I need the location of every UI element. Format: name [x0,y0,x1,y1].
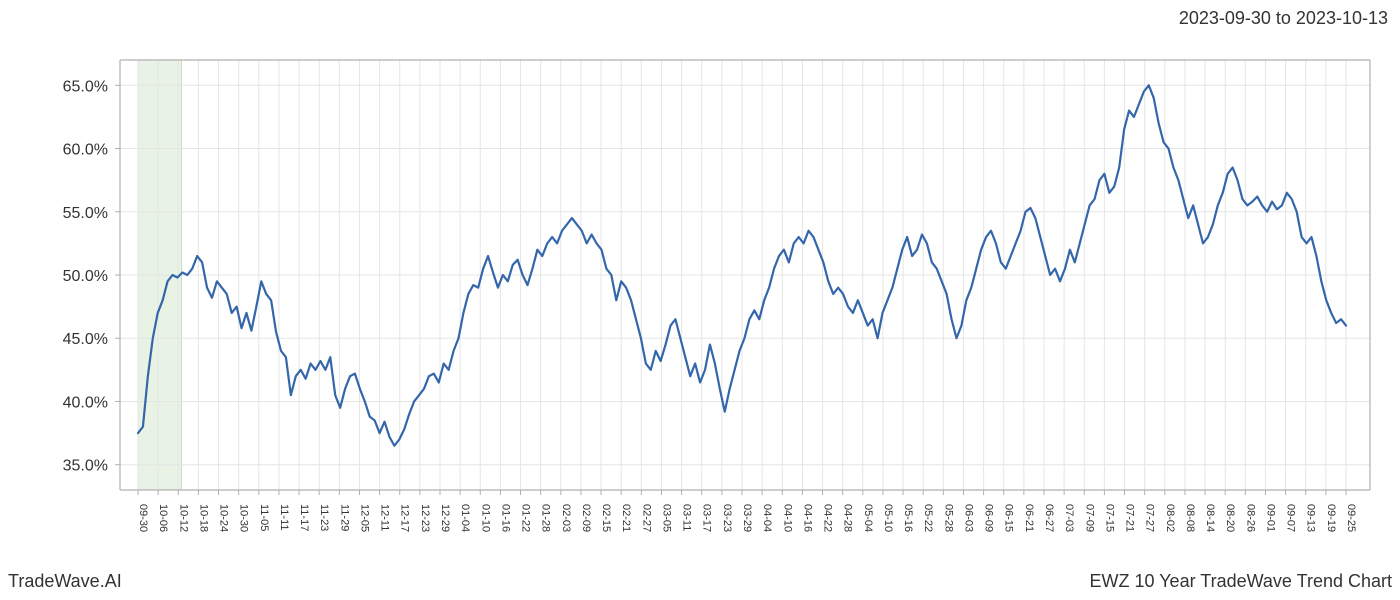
svg-text:04-22: 04-22 [822,504,834,532]
svg-text:01-04: 01-04 [459,504,471,532]
svg-text:08-14: 08-14 [1204,504,1216,532]
svg-text:06-21: 06-21 [1023,504,1035,532]
svg-text:10-18: 10-18 [197,504,209,532]
svg-text:09-01: 09-01 [1264,504,1276,532]
brand-label: TradeWave.AI [8,571,122,592]
svg-text:12-29: 12-29 [439,504,451,532]
svg-text:02-03: 02-03 [560,504,572,532]
svg-text:08-20: 08-20 [1224,504,1236,532]
svg-text:09-19: 09-19 [1325,504,1337,532]
svg-text:04-04: 04-04 [761,504,773,532]
svg-text:07-03: 07-03 [1063,504,1075,532]
svg-text:07-15: 07-15 [1103,504,1115,532]
svg-text:08-08: 08-08 [1184,504,1196,532]
svg-text:02-09: 02-09 [580,504,592,532]
svg-text:09-13: 09-13 [1305,504,1317,532]
svg-text:09-30: 09-30 [137,504,149,532]
svg-text:01-22: 01-22 [520,504,532,532]
svg-text:06-03: 06-03 [962,504,974,532]
svg-text:11-23: 11-23 [318,504,330,531]
svg-text:02-15: 02-15 [600,504,612,532]
svg-text:08-26: 08-26 [1244,504,1256,532]
svg-text:05-04: 05-04 [862,504,874,532]
svg-text:60.0%: 60.0% [63,142,108,159]
svg-text:12-17: 12-17 [399,504,411,532]
chart-title: EWZ 10 Year TradeWave Trend Chart [1090,571,1392,592]
svg-text:10-12: 10-12 [177,504,189,532]
svg-text:11-11: 11-11 [278,504,290,531]
svg-text:03-11: 03-11 [681,504,693,531]
svg-text:02-27: 02-27 [640,504,652,532]
svg-text:12-23: 12-23 [419,504,431,532]
svg-text:01-28: 01-28 [540,504,552,532]
svg-text:06-09: 06-09 [983,504,995,532]
svg-text:01-10: 01-10 [479,504,491,532]
svg-text:12-05: 12-05 [358,504,370,532]
svg-text:09-07: 09-07 [1285,504,1297,532]
svg-text:03-17: 03-17 [701,504,713,532]
svg-text:45.0%: 45.0% [63,331,108,348]
svg-text:10-30: 10-30 [238,504,250,532]
svg-text:05-16: 05-16 [902,504,914,532]
svg-text:07-27: 07-27 [1144,504,1156,532]
svg-text:06-15: 06-15 [1003,504,1015,532]
svg-text:03-05: 03-05 [660,504,672,532]
svg-text:11-17: 11-17 [298,504,310,531]
svg-text:01-16: 01-16 [499,504,511,532]
svg-text:55.0%: 55.0% [63,205,108,222]
svg-text:06-27: 06-27 [1043,504,1055,532]
chart-svg: 35.0%40.0%45.0%50.0%55.0%60.0%65.0%09-30… [120,60,1370,490]
svg-text:12-11: 12-11 [379,504,391,531]
svg-text:11-05: 11-05 [258,504,270,531]
svg-text:10-24: 10-24 [218,504,230,532]
svg-text:40.0%: 40.0% [63,394,108,411]
svg-text:35.0%: 35.0% [63,458,108,475]
svg-text:50.0%: 50.0% [63,268,108,285]
svg-text:05-22: 05-22 [922,504,934,532]
svg-text:04-10: 04-10 [781,504,793,532]
svg-text:05-10: 05-10 [882,504,894,532]
svg-text:02-21: 02-21 [620,504,632,532]
svg-text:08-02: 08-02 [1164,504,1176,532]
svg-text:04-16: 04-16 [801,504,813,532]
svg-text:07-09: 07-09 [1083,504,1095,532]
trend-chart: 35.0%40.0%45.0%50.0%55.0%60.0%65.0%09-30… [120,60,1370,490]
svg-text:11-29: 11-29 [338,504,350,531]
svg-text:65.0%: 65.0% [63,78,108,95]
date-range-label: 2023-09-30 to 2023-10-13 [1179,8,1388,29]
svg-text:10-06: 10-06 [157,504,169,532]
svg-text:05-28: 05-28 [942,504,954,532]
svg-text:09-25: 09-25 [1345,504,1357,532]
svg-text:04-28: 04-28 [842,504,854,532]
svg-text:03-29: 03-29 [741,504,753,532]
svg-text:07-21: 07-21 [1124,504,1136,532]
svg-text:03-23: 03-23 [721,504,733,532]
